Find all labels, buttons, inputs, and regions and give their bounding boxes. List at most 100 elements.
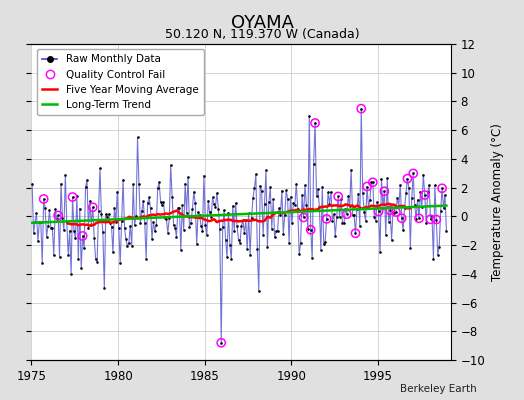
Point xyxy=(387,237,396,243)
Point xyxy=(194,208,202,215)
Point xyxy=(195,212,204,218)
Point xyxy=(213,190,221,196)
Point xyxy=(402,190,410,196)
Y-axis label: Temperature Anomaly (°C): Temperature Anomaly (°C) xyxy=(490,123,504,281)
Point xyxy=(125,240,133,246)
Point xyxy=(38,260,47,266)
Point xyxy=(188,206,196,212)
Point xyxy=(403,176,412,182)
Point xyxy=(268,226,276,232)
Point xyxy=(292,181,300,187)
Point xyxy=(282,187,290,193)
Point xyxy=(385,218,393,225)
Point xyxy=(142,256,150,262)
Point xyxy=(62,219,71,226)
Point xyxy=(31,219,39,225)
Point xyxy=(419,171,428,178)
Point xyxy=(270,234,279,240)
Point xyxy=(29,230,38,237)
Point xyxy=(275,205,283,211)
Point xyxy=(379,204,387,211)
Point xyxy=(237,223,246,229)
Point xyxy=(132,213,140,219)
Point xyxy=(99,229,107,235)
Point xyxy=(364,204,373,210)
Point xyxy=(257,188,266,194)
Point xyxy=(265,199,273,205)
Point xyxy=(337,196,345,202)
Point xyxy=(370,213,378,220)
Point xyxy=(416,189,424,195)
Point xyxy=(87,221,95,228)
Point xyxy=(274,228,282,234)
Point xyxy=(52,216,61,222)
Point xyxy=(197,222,205,229)
Point xyxy=(406,244,414,251)
Point xyxy=(327,188,335,195)
Point xyxy=(423,189,432,196)
Point xyxy=(279,231,288,237)
Point xyxy=(75,205,84,212)
Point xyxy=(68,194,77,200)
Point xyxy=(45,207,53,214)
Point xyxy=(298,192,306,198)
Point xyxy=(35,219,43,226)
Point xyxy=(47,225,55,231)
Point xyxy=(89,204,97,210)
Point xyxy=(167,162,175,168)
Point xyxy=(392,209,400,215)
Point xyxy=(291,202,299,208)
Point xyxy=(51,206,59,212)
Point xyxy=(240,230,248,236)
Point xyxy=(409,170,418,177)
Point xyxy=(367,178,376,185)
Point xyxy=(221,236,230,243)
Point xyxy=(399,227,407,234)
Point xyxy=(123,243,132,250)
Point xyxy=(421,192,429,198)
Point xyxy=(220,207,228,213)
Point xyxy=(247,215,256,221)
Point xyxy=(357,106,365,112)
Point xyxy=(293,206,302,212)
Point xyxy=(328,217,336,224)
Point xyxy=(307,226,315,233)
Point xyxy=(115,224,123,231)
Point xyxy=(373,199,381,205)
Point xyxy=(37,219,45,226)
Point xyxy=(412,216,420,222)
Point xyxy=(432,216,441,223)
Point xyxy=(226,242,234,248)
Point xyxy=(227,256,235,262)
Point xyxy=(77,265,85,272)
Point xyxy=(377,176,386,182)
Point xyxy=(330,211,338,218)
Point xyxy=(184,174,192,180)
Point xyxy=(331,233,340,240)
Point xyxy=(259,231,267,238)
Point xyxy=(66,227,74,234)
Point xyxy=(126,222,135,229)
Point xyxy=(109,249,117,256)
Point xyxy=(122,236,130,242)
Point xyxy=(348,211,357,218)
Legend: Raw Monthly Data, Quality Control Fail, Five Year Moving Average, Long-Term Tren: Raw Monthly Data, Quality Control Fail, … xyxy=(37,49,204,115)
Point xyxy=(150,228,159,234)
Point xyxy=(146,205,155,212)
Point xyxy=(215,226,224,232)
Point xyxy=(174,205,182,211)
Point xyxy=(148,236,156,242)
Point xyxy=(366,196,374,203)
Point xyxy=(405,185,413,192)
Point xyxy=(44,223,52,229)
Point xyxy=(181,180,189,187)
Point xyxy=(71,235,80,241)
Point xyxy=(190,189,198,195)
Point xyxy=(64,252,72,258)
Point xyxy=(168,194,177,200)
Point xyxy=(89,204,97,210)
Point xyxy=(343,211,351,218)
Point xyxy=(201,221,210,228)
Point xyxy=(288,220,296,226)
Point xyxy=(311,120,319,126)
